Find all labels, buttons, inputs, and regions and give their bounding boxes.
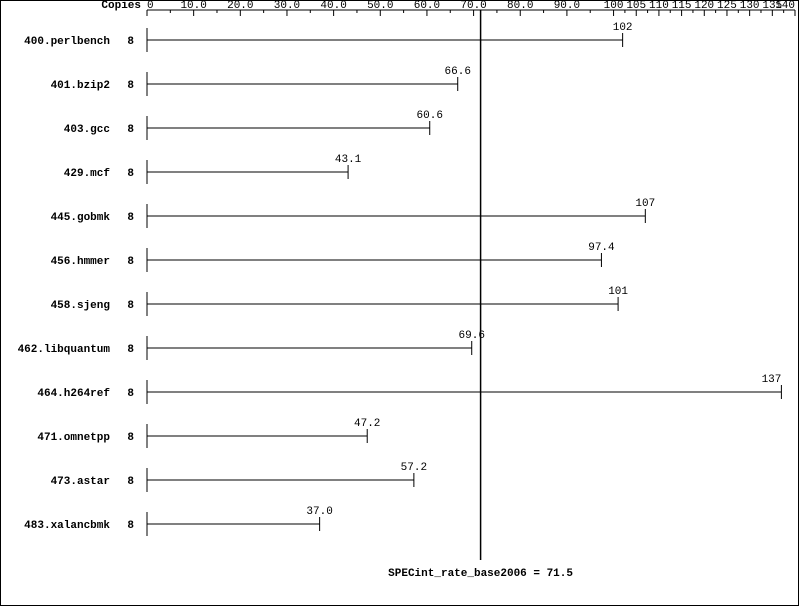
benchmark-copies: 8	[127, 388, 134, 400]
benchmark-copies: 8	[127, 300, 134, 312]
value-label: 43.1	[335, 154, 362, 166]
x-tick-label: 130	[740, 0, 760, 12]
x-tick-label: 0	[147, 0, 154, 12]
benchmark-name: 464.h264ref	[37, 388, 110, 400]
value-label: 60.6	[417, 110, 443, 122]
benchmark-name: 456.hmmer	[51, 256, 110, 268]
x-tick-label: 60.0	[414, 0, 440, 12]
value-label: 47.2	[354, 418, 380, 430]
benchmark-copies: 8	[127, 520, 134, 532]
value-label: 69.6	[459, 330, 485, 342]
benchmark-name: 462.libquantum	[18, 344, 111, 356]
benchmark-copies: 8	[127, 432, 134, 444]
x-tick-label: 140	[775, 0, 795, 12]
value-label: 137	[762, 374, 782, 386]
benchmark-copies: 8	[127, 256, 134, 268]
x-tick-label: 20.0	[227, 0, 253, 12]
benchmark-copies: 8	[127, 168, 134, 180]
benchmark-copies: 8	[127, 36, 134, 48]
chart-border	[1, 1, 799, 606]
value-label: 66.6	[445, 66, 471, 78]
benchmark-name: 483.xalancbmk	[24, 520, 110, 532]
x-tick-label: 90.0	[554, 0, 580, 12]
benchmark-copies: 8	[127, 476, 134, 488]
value-label: 102	[613, 22, 633, 34]
x-tick-label: 105	[626, 0, 646, 12]
x-tick-label: 80.0	[507, 0, 533, 12]
x-tick-label: 115	[672, 0, 692, 12]
benchmark-name: 429.mcf	[64, 168, 111, 180]
benchmark-name: 445.gobmk	[51, 212, 111, 224]
value-label: 37.0	[306, 506, 332, 518]
benchmark-name: 403.gcc	[64, 124, 110, 136]
benchmark-copies: 8	[127, 344, 134, 356]
value-label: 107	[635, 198, 655, 210]
x-tick-label: 120	[694, 0, 714, 12]
spec-rate-chart: 0 10.0 20.0 30.0 40.0 50.0 60.0 70.0 80.0 90.0 100…	[0, 0, 799, 606]
x-tick-label: 40.0	[320, 0, 346, 12]
benchmark-name: 401.bzip2	[51, 80, 110, 92]
benchmark-name: 400.perlbench	[24, 36, 110, 48]
x-tick-label: 70.0	[460, 0, 486, 12]
benchmark-name: 473.astar	[51, 476, 110, 488]
value-label: 101	[608, 286, 628, 298]
benchmark-copies: 8	[127, 124, 134, 136]
benchmark-name: 471.omnetpp	[37, 432, 110, 444]
x-tick-label: 50.0	[367, 0, 393, 12]
value-label: 97.4	[588, 242, 615, 254]
x-tick-label: 100	[604, 0, 624, 12]
value-label: 57.2	[401, 462, 427, 474]
x-tick-label: 30.0	[274, 0, 300, 12]
benchmark-copies: 8	[127, 80, 134, 92]
benchmark-copies: 8	[127, 212, 134, 224]
x-tick-label: 110	[649, 0, 669, 12]
copies-header: Copies	[101, 0, 141, 12]
summary-label: SPECint_rate_base2006 = 71.5	[388, 568, 573, 580]
x-tick-label: 10.0	[180, 0, 206, 12]
benchmark-name: 458.sjeng	[51, 300, 110, 312]
x-tick-label: 125	[717, 0, 737, 12]
